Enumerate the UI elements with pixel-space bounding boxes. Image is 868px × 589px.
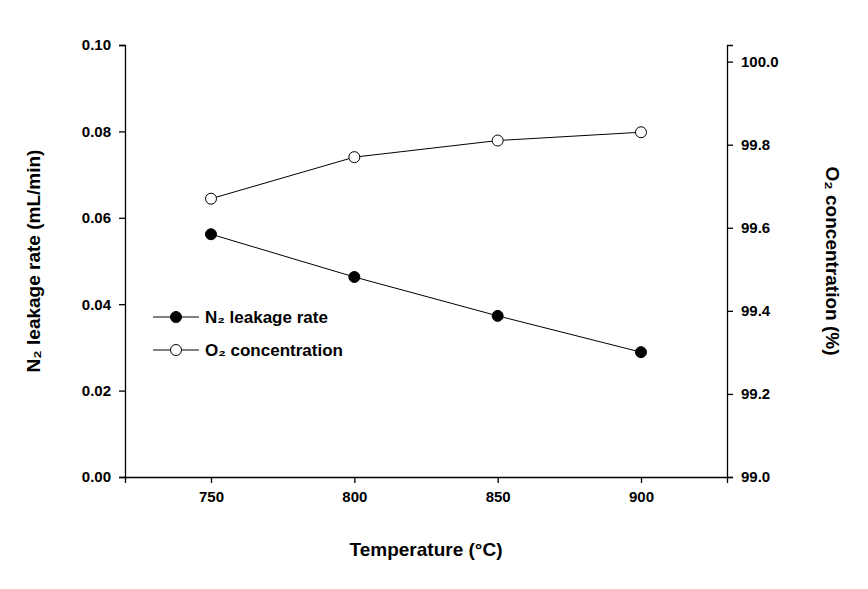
x-axis: 750 800 850 900: [126, 477, 728, 505]
tick: 750: [199, 477, 224, 505]
tick-label: 99.6: [741, 219, 770, 236]
tick: 0.00: [82, 468, 125, 485]
tick-label: 0.04: [82, 296, 112, 313]
legend-label: O₂ concentration: [205, 341, 343, 360]
axis-line: [728, 46, 734, 478]
marker: [349, 271, 360, 282]
tick: 0.04: [82, 296, 125, 313]
x-axis-title: Temperature (°C): [350, 539, 503, 560]
tick-mark: [119, 45, 125, 46]
tick-mark: [727, 394, 733, 395]
tick-label: 800: [342, 488, 367, 505]
legend-item: N₂ leakage rate: [153, 308, 328, 327]
tick: 100.0: [727, 53, 779, 70]
tick: 99.0: [727, 468, 770, 485]
marks: [206, 127, 647, 358]
tick-label: 0.10: [82, 36, 111, 53]
tick-mark: [119, 477, 125, 478]
tick-mark: [641, 477, 642, 483]
legend: N₂ leakage rate O₂ concentration: [153, 308, 343, 360]
y-axis-title: N₂ leakage rate (mL/min): [23, 150, 44, 373]
y2-axis: 99.0 99.2 99.4 99.6 99.8 100.0: [727, 46, 779, 486]
legend-marker: [171, 312, 182, 323]
series-line: [211, 132, 641, 198]
tick: 99.6: [727, 219, 770, 236]
tick-mark: [354, 477, 355, 483]
tick-label: 99.0: [741, 468, 770, 485]
marker: [636, 127, 647, 138]
tick-label: 100.0: [741, 53, 779, 70]
tick-label: 750: [199, 488, 224, 505]
tick-mark: [211, 477, 212, 483]
series-line: [211, 234, 641, 352]
tick-mark: [727, 311, 733, 312]
y2-axis-title: O₂ concentration (%): [822, 167, 843, 356]
tick-mark: [119, 390, 125, 391]
tick-label: 900: [629, 488, 654, 505]
tick-label: 99.2: [741, 385, 770, 402]
tick: 850: [486, 477, 511, 505]
legend-label: N₂ leakage rate: [205, 308, 328, 327]
tick-mark: [727, 477, 733, 478]
y-axis: 0.00 0.02 0.04 0.06 0.08 0.10: [82, 36, 126, 485]
tick: 99.2: [727, 385, 770, 402]
legend-marker: [171, 345, 182, 356]
tick-label: 0.02: [82, 382, 111, 399]
tick-mark: [727, 228, 733, 229]
tick: 0.06: [82, 209, 125, 226]
tick: 0.10: [82, 36, 125, 53]
plot: 750 800 850 900 0.00 0.02 0.04 0.06 0.08 0.10 99.0…: [82, 36, 779, 504]
legend-item: O₂ concentration: [153, 341, 343, 360]
axis-line: [119, 46, 126, 478]
tick-mark: [119, 304, 125, 305]
tick-mark: [727, 61, 733, 62]
tick-label: 99.4: [741, 302, 771, 319]
marker: [206, 193, 217, 204]
tick-label: 0.08: [82, 123, 111, 140]
marker: [349, 152, 360, 163]
tick-mark: [727, 145, 733, 146]
chart: 750 800 850 900 0.00 0.02 0.04 0.06 0.08 0.10 99.0…: [0, 0, 868, 589]
tick-label: 0.06: [82, 209, 111, 226]
marker: [492, 135, 503, 146]
tick: 99.4: [727, 302, 771, 319]
marker: [636, 347, 647, 358]
marker: [206, 229, 217, 240]
tick: 800: [342, 477, 367, 505]
tick-label: 0.00: [82, 468, 111, 485]
tick-mark: [119, 131, 125, 132]
tick-mark: [498, 477, 499, 483]
tick-label: 850: [486, 488, 511, 505]
axis-line: [126, 478, 728, 484]
marker: [492, 310, 503, 321]
tick-label: 99.8: [741, 136, 770, 153]
tick: 0.08: [82, 123, 125, 140]
tick: 0.02: [82, 382, 125, 399]
tick: 99.8: [727, 136, 770, 153]
tick: 900: [629, 477, 654, 505]
tick-mark: [119, 218, 125, 219]
